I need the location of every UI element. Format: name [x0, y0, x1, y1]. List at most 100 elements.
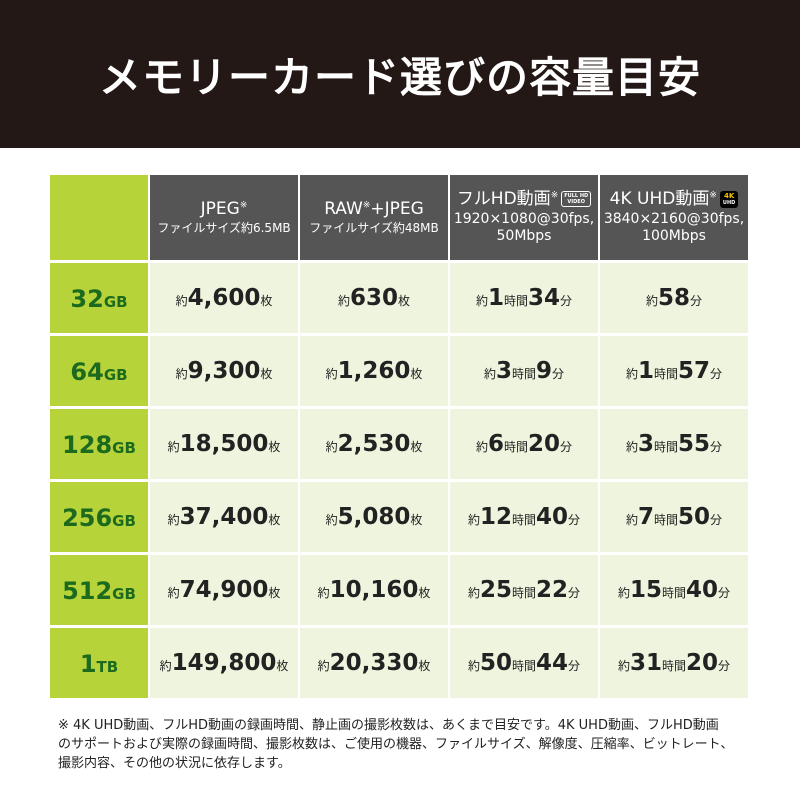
cell-number: 149,800 [171, 650, 277, 676]
capacity-unit: GB [112, 585, 136, 603]
capacity-table: JPEG※ ファイルサイズ約6.5MB RAW※+JPEG ファイルサイズ約48MB フ… [50, 175, 750, 698]
cell: 約 12 時間 40 分 [450, 482, 598, 552]
cell-unit: 分 [568, 586, 581, 600]
cell: 約 50 時間 44 分 [450, 628, 598, 698]
capacity-number: 128 [62, 431, 113, 459]
cell-number: 3 [637, 431, 654, 457]
badge-text: UHD [722, 199, 736, 206]
cell-unit: 時間 [503, 294, 528, 308]
cell-number: 15 [629, 577, 662, 603]
cell-number: 57 [678, 358, 711, 384]
column-title: フルHD動画※ FULL HD VIDEO [457, 189, 592, 210]
cell-unit: 約 [175, 294, 188, 308]
cell-unit: 分 [690, 294, 703, 308]
title-text: +JPEG [370, 199, 424, 220]
badge: 4K UHD [719, 190, 739, 208]
cell-number: 50 [678, 504, 711, 530]
cell: 約 37,400 枚 [150, 482, 298, 552]
cell-unit: 時間 [653, 513, 678, 527]
cell-unit: 時間 [511, 513, 536, 527]
title-text: 4K UHD動画 [609, 189, 710, 210]
cell-unit: 枚 [410, 367, 423, 381]
cell-unit: 分 [710, 513, 723, 527]
cell: 約 20,330 枚 [300, 628, 448, 698]
cell-number: 20 [528, 431, 561, 457]
cell-number: 55 [678, 431, 711, 457]
capacity-number: 512 [62, 577, 113, 605]
cell-number: 18,500 [179, 431, 269, 457]
capacity-unit: GB [103, 293, 128, 311]
cell-unit: 枚 [268, 586, 281, 600]
cell-number: 40 [686, 577, 719, 603]
capacity-number: 32 [70, 285, 104, 313]
column-header: JPEG※ ファイルサイズ約6.5MB [150, 175, 298, 260]
title: メモリーカード選びの容量目安 [98, 52, 701, 102]
cell-number: 20,330 [329, 650, 419, 676]
cell-unit: 時間 [503, 440, 528, 454]
cell-unit: 約 [325, 440, 338, 454]
row-header: 32 GB [50, 263, 148, 333]
cell: 約 9,300 枚 [150, 336, 298, 406]
cell-number: 40 [536, 504, 569, 530]
cell-unit: 枚 [418, 659, 431, 673]
cell-unit: 枚 [260, 294, 273, 308]
cell: 約 58 分 [600, 263, 748, 333]
cell-unit: 約 [467, 659, 480, 673]
cell-unit: 約 [625, 513, 638, 527]
cell-unit: 約 [325, 367, 338, 381]
cell-unit: 枚 [418, 586, 431, 600]
cell: 約 10,160 枚 [300, 555, 448, 625]
cell-unit: 約 [483, 367, 496, 381]
cell-unit: 約 [317, 586, 330, 600]
note-mark: ※ [709, 190, 717, 201]
cell-unit: 分 [560, 294, 573, 308]
cell: 約 630 枚 [300, 263, 448, 333]
column-header: フルHD動画※ FULL HD VIDEO 1920×1080@30fps, 50Mbp… [450, 175, 598, 260]
note-mark: ※ [239, 200, 248, 211]
capacity-number: 1 [79, 650, 97, 678]
cell: 約 1 時間 57 分 [600, 336, 748, 406]
cell-unit: 約 [645, 294, 658, 308]
cell: 約 5,080 枚 [300, 482, 448, 552]
cell-unit: 分 [568, 659, 581, 673]
capacity-unit: TB [96, 658, 119, 676]
cell-unit: 約 [175, 367, 188, 381]
cell-unit: 枚 [398, 294, 411, 308]
footnote-line: ※ 4K UHD動画、フルHD動画の録画時間、静止画の撮影枚数は、あくまで目安で… [58, 718, 719, 733]
note-mark: ※ [362, 200, 371, 211]
cell-unit: 分 [560, 440, 573, 454]
column-title: 4K UHD動画※ 4K UHD [610, 189, 739, 210]
capacity-unit: GB [103, 366, 128, 384]
cell-unit: 時間 [511, 586, 536, 600]
cell-number: 34 [528, 285, 561, 311]
cell-unit: 時間 [511, 367, 536, 381]
cell-number: 630 [349, 285, 398, 311]
column-subtitle: 100Mbps [642, 228, 706, 245]
cell-unit: 約 [167, 586, 180, 600]
cell-unit: 枚 [276, 659, 289, 673]
column-subtitle: 1920×1080@30fps, [453, 210, 595, 227]
cell-number: 10,160 [329, 577, 419, 603]
column-subtitle: 3840×2160@30fps, [603, 210, 745, 227]
row-header: 1 TB [50, 628, 148, 698]
note-mark: ※ [550, 190, 559, 201]
cell-unit: 枚 [410, 440, 423, 454]
cell-number: 31 [629, 650, 662, 676]
cell-number: 37,400 [179, 504, 269, 530]
footnote: ※ 4K UHD動画、フルHD動画の録画時間、静止画の撮影枚数は、あくまで目安で… [58, 716, 733, 773]
cell: 約 6 時間 20 分 [450, 409, 598, 479]
cell-unit: 約 [167, 513, 180, 527]
cell-number: 74,900 [179, 577, 269, 603]
cell-unit: 約 [337, 294, 350, 308]
title-bar: メモリーカード選びの容量目安 [0, 0, 800, 148]
cell-unit: 約 [159, 659, 172, 673]
cell-number: 4,600 [187, 285, 261, 311]
column-subtitle: ファイルサイズ約48MB [309, 220, 439, 235]
badge-text: 4K [723, 191, 735, 200]
cell-unit: 時間 [653, 367, 678, 381]
capacity-number: 256 [62, 504, 113, 532]
footnote-line: のサポートおよび実際の録画時間、撮影枚数は、ご使用の機器、ファイルサイズ、解像度… [58, 737, 734, 752]
column-title: JPEG※ [201, 199, 248, 220]
